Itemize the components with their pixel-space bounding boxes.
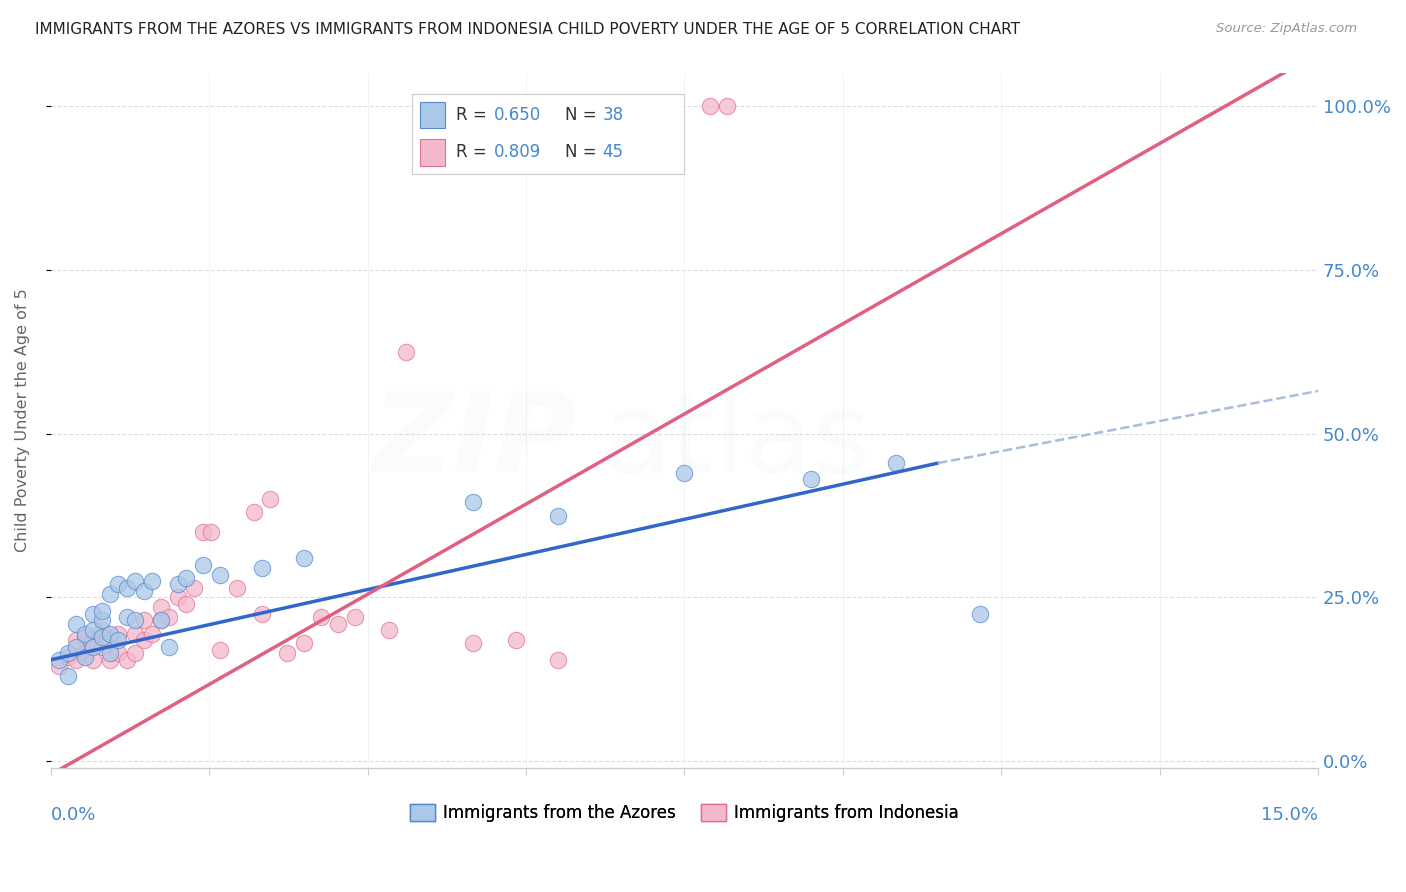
Text: 0.0%: 0.0%: [51, 806, 96, 824]
Point: [132, 633, 155, 648]
Point: [73, 646, 96, 660]
Point: [132, 614, 155, 628]
Point: [98, 587, 121, 601]
Point: [124, 614, 146, 628]
Point: [107, 646, 129, 660]
Point: [48, 659, 70, 673]
Point: [65, 616, 87, 631]
Point: [82, 653, 104, 667]
Text: IMMIGRANTS FROM THE AZORES VS IMMIGRANTS FROM INDONESIA CHILD POVERTY UNDER THE : IMMIGRANTS FROM THE AZORES VS IMMIGRANTS…: [35, 22, 1021, 37]
Point: [547, 508, 569, 523]
Point: [149, 614, 172, 628]
Point: [292, 636, 315, 650]
Point: [191, 524, 214, 539]
Point: [884, 456, 907, 470]
Point: [90, 640, 112, 654]
Point: [107, 633, 129, 648]
Point: [166, 591, 188, 605]
Point: [56, 669, 79, 683]
Point: [98, 646, 121, 660]
Point: [90, 630, 112, 644]
Point: [107, 626, 129, 640]
Point: [56, 646, 79, 660]
Point: [174, 571, 197, 585]
Point: [463, 495, 485, 509]
Point: [505, 633, 527, 648]
Point: [90, 614, 112, 628]
Text: ZIP: ZIP: [373, 388, 576, 495]
Point: [378, 624, 401, 638]
Point: [463, 636, 485, 650]
Point: [115, 610, 138, 624]
Point: [250, 561, 273, 575]
Point: [969, 607, 991, 621]
Point: [800, 473, 823, 487]
Point: [82, 640, 104, 654]
Point: [166, 577, 188, 591]
Point: [326, 616, 349, 631]
Point: [200, 524, 222, 539]
Point: [90, 624, 112, 638]
Point: [395, 344, 418, 359]
Point: [115, 653, 138, 667]
Point: [124, 574, 146, 588]
Point: [48, 653, 70, 667]
Point: [309, 610, 332, 624]
Point: [242, 505, 264, 519]
Point: [225, 581, 247, 595]
Point: [673, 466, 696, 480]
Text: Source: ZipAtlas.com: Source: ZipAtlas.com: [1216, 22, 1357, 36]
Point: [73, 649, 96, 664]
Point: [174, 597, 197, 611]
Point: [208, 567, 231, 582]
Point: [259, 492, 281, 507]
Point: [141, 574, 163, 588]
Point: [276, 646, 298, 660]
Point: [250, 607, 273, 621]
Point: [56, 649, 79, 664]
Point: [183, 581, 205, 595]
Point: [65, 653, 87, 667]
Point: [73, 630, 96, 644]
Point: [149, 600, 172, 615]
Point: [82, 633, 104, 648]
Point: [191, 558, 214, 572]
Point: [65, 633, 87, 648]
Point: [82, 624, 104, 638]
Point: [124, 626, 146, 640]
Point: [157, 610, 180, 624]
Text: 15.0%: 15.0%: [1261, 806, 1319, 824]
Point: [716, 99, 738, 113]
Point: [699, 99, 721, 113]
Point: [132, 583, 155, 598]
Point: [65, 640, 87, 654]
Point: [98, 633, 121, 648]
Y-axis label: Child Poverty Under the Age of 5: Child Poverty Under the Age of 5: [15, 289, 30, 552]
Legend: Immigrants from the Azores, Immigrants from Indonesia: Immigrants from the Azores, Immigrants f…: [404, 797, 966, 830]
Point: [107, 577, 129, 591]
Point: [149, 614, 172, 628]
Point: [292, 551, 315, 566]
Point: [208, 643, 231, 657]
Point: [124, 646, 146, 660]
Point: [90, 604, 112, 618]
Point: [141, 626, 163, 640]
Point: [98, 653, 121, 667]
Text: atlas: atlas: [602, 388, 870, 495]
Point: [343, 610, 366, 624]
Point: [547, 653, 569, 667]
Point: [157, 640, 180, 654]
Point: [82, 607, 104, 621]
Point: [73, 626, 96, 640]
Point: [98, 626, 121, 640]
Point: [115, 581, 138, 595]
